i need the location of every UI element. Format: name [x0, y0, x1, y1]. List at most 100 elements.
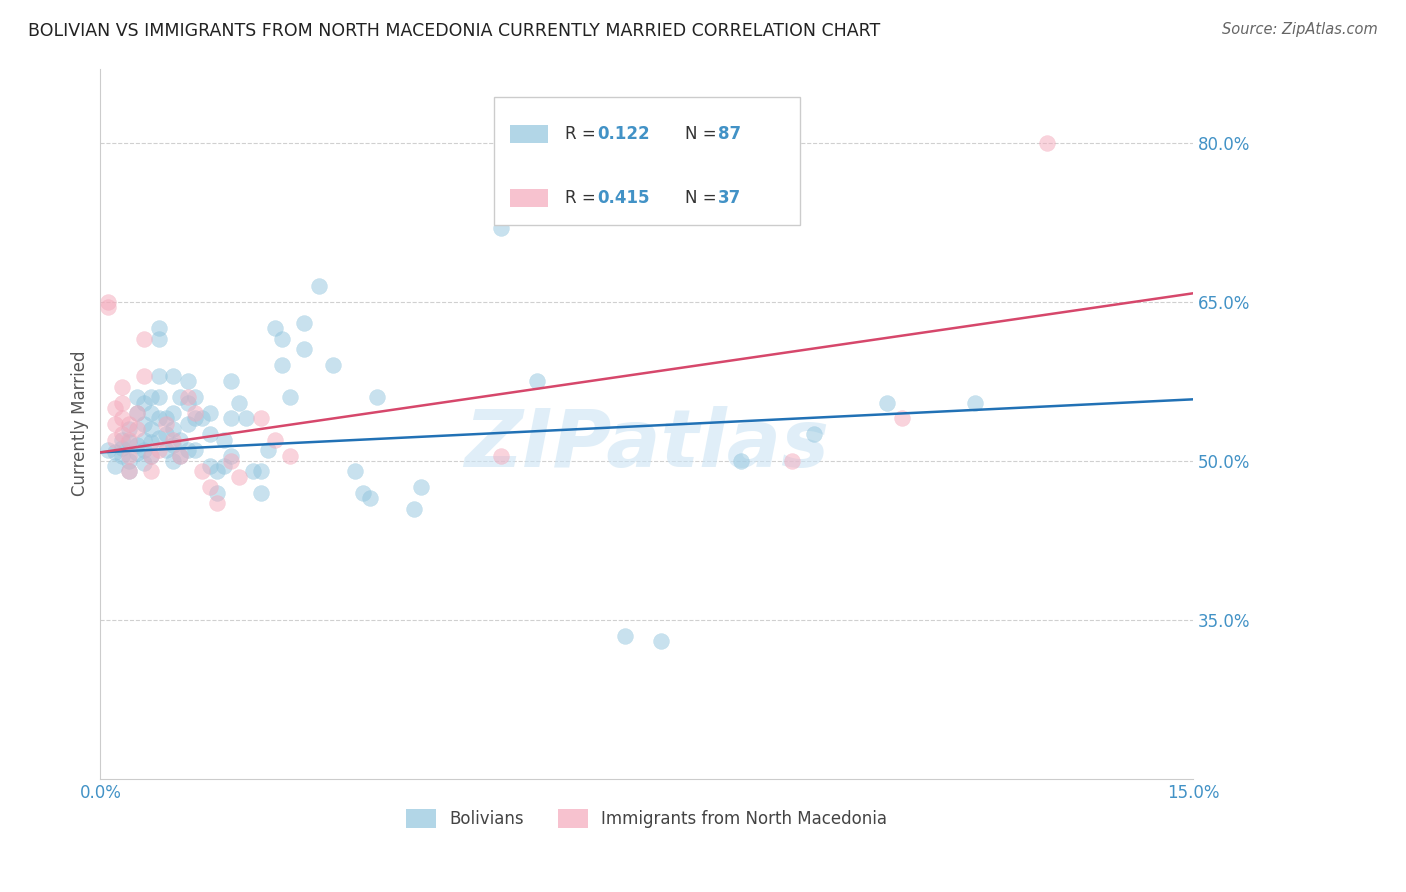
- Point: [155, 443, 177, 458]
- Point: [118, 417, 141, 431]
- Point: [242, 465, 264, 479]
- Point: [111, 395, 134, 409]
- Point: [162, 422, 184, 436]
- Point: [111, 427, 134, 442]
- Point: [191, 465, 214, 479]
- Text: 37: 37: [717, 189, 741, 207]
- Point: [205, 485, 228, 500]
- Point: [177, 443, 200, 458]
- Text: N =: N =: [685, 189, 721, 207]
- Point: [184, 411, 207, 425]
- Text: N =: N =: [685, 125, 721, 144]
- Point: [125, 446, 148, 460]
- Point: [155, 411, 177, 425]
- Point: [221, 411, 243, 425]
- Point: [125, 390, 148, 404]
- Point: [359, 491, 381, 505]
- Point: [278, 449, 301, 463]
- Point: [249, 411, 271, 425]
- Point: [526, 374, 548, 388]
- Text: Source: ZipAtlas.com: Source: ZipAtlas.com: [1222, 22, 1378, 37]
- Point: [125, 438, 148, 452]
- Text: R =: R =: [565, 125, 600, 144]
- Point: [198, 406, 221, 420]
- Text: ZIPatlas: ZIPatlas: [464, 406, 830, 484]
- Point: [111, 411, 134, 425]
- Point: [177, 395, 200, 409]
- FancyBboxPatch shape: [510, 189, 548, 207]
- Point: [132, 417, 155, 431]
- Point: [132, 456, 155, 470]
- Point: [221, 449, 243, 463]
- Point: [148, 430, 170, 444]
- Point: [366, 390, 388, 404]
- Point: [409, 480, 432, 494]
- Point: [148, 321, 170, 335]
- Point: [118, 422, 141, 436]
- Point: [730, 454, 752, 468]
- Text: R =: R =: [565, 189, 600, 207]
- Point: [141, 390, 163, 404]
- Point: [111, 441, 134, 455]
- Point: [264, 321, 287, 335]
- Point: [264, 433, 287, 447]
- Point: [118, 433, 141, 447]
- Point: [111, 449, 134, 463]
- Point: [162, 369, 184, 384]
- Point: [125, 422, 148, 436]
- Point: [876, 395, 898, 409]
- Text: 0.415: 0.415: [598, 189, 650, 207]
- FancyBboxPatch shape: [494, 97, 800, 225]
- Point: [271, 332, 294, 346]
- Point: [141, 434, 163, 449]
- Point: [198, 459, 221, 474]
- Text: BOLIVIAN VS IMMIGRANTS FROM NORTH MACEDONIA CURRENTLY MARRIED CORRELATION CHART: BOLIVIAN VS IMMIGRANTS FROM NORTH MACEDO…: [28, 22, 880, 40]
- Point: [132, 395, 155, 409]
- Point: [118, 465, 141, 479]
- Legend: Bolivians, Immigrants from North Macedonia: Bolivians, Immigrants from North Macedon…: [399, 802, 894, 835]
- Point: [132, 433, 155, 447]
- Point: [613, 629, 636, 643]
- Point: [169, 433, 191, 447]
- Point: [177, 417, 200, 431]
- Point: [352, 485, 374, 500]
- Point: [402, 501, 425, 516]
- Point: [221, 374, 243, 388]
- Point: [650, 634, 672, 648]
- Point: [141, 465, 163, 479]
- Point: [184, 443, 207, 458]
- Point: [104, 459, 127, 474]
- Point: [221, 454, 243, 468]
- Point: [198, 427, 221, 442]
- Point: [104, 433, 127, 447]
- Point: [162, 454, 184, 468]
- Point: [292, 316, 315, 330]
- Point: [344, 465, 367, 479]
- Point: [169, 390, 191, 404]
- Y-axis label: Currently Married: Currently Married: [72, 351, 89, 497]
- Point: [228, 395, 250, 409]
- Point: [890, 411, 912, 425]
- Point: [177, 374, 200, 388]
- Point: [111, 379, 134, 393]
- Point: [489, 449, 512, 463]
- Point: [104, 445, 127, 459]
- Point: [292, 343, 315, 357]
- Point: [104, 401, 127, 415]
- Point: [148, 443, 170, 458]
- Point: [963, 395, 986, 409]
- Point: [205, 496, 228, 510]
- Point: [322, 359, 344, 373]
- Point: [141, 406, 163, 420]
- Point: [782, 454, 804, 468]
- Point: [308, 278, 330, 293]
- Point: [249, 465, 271, 479]
- Point: [118, 449, 141, 463]
- Point: [184, 390, 207, 404]
- Point: [162, 433, 184, 447]
- FancyBboxPatch shape: [510, 126, 548, 143]
- Point: [205, 465, 228, 479]
- Point: [97, 443, 120, 458]
- Point: [118, 434, 141, 449]
- Point: [489, 220, 512, 235]
